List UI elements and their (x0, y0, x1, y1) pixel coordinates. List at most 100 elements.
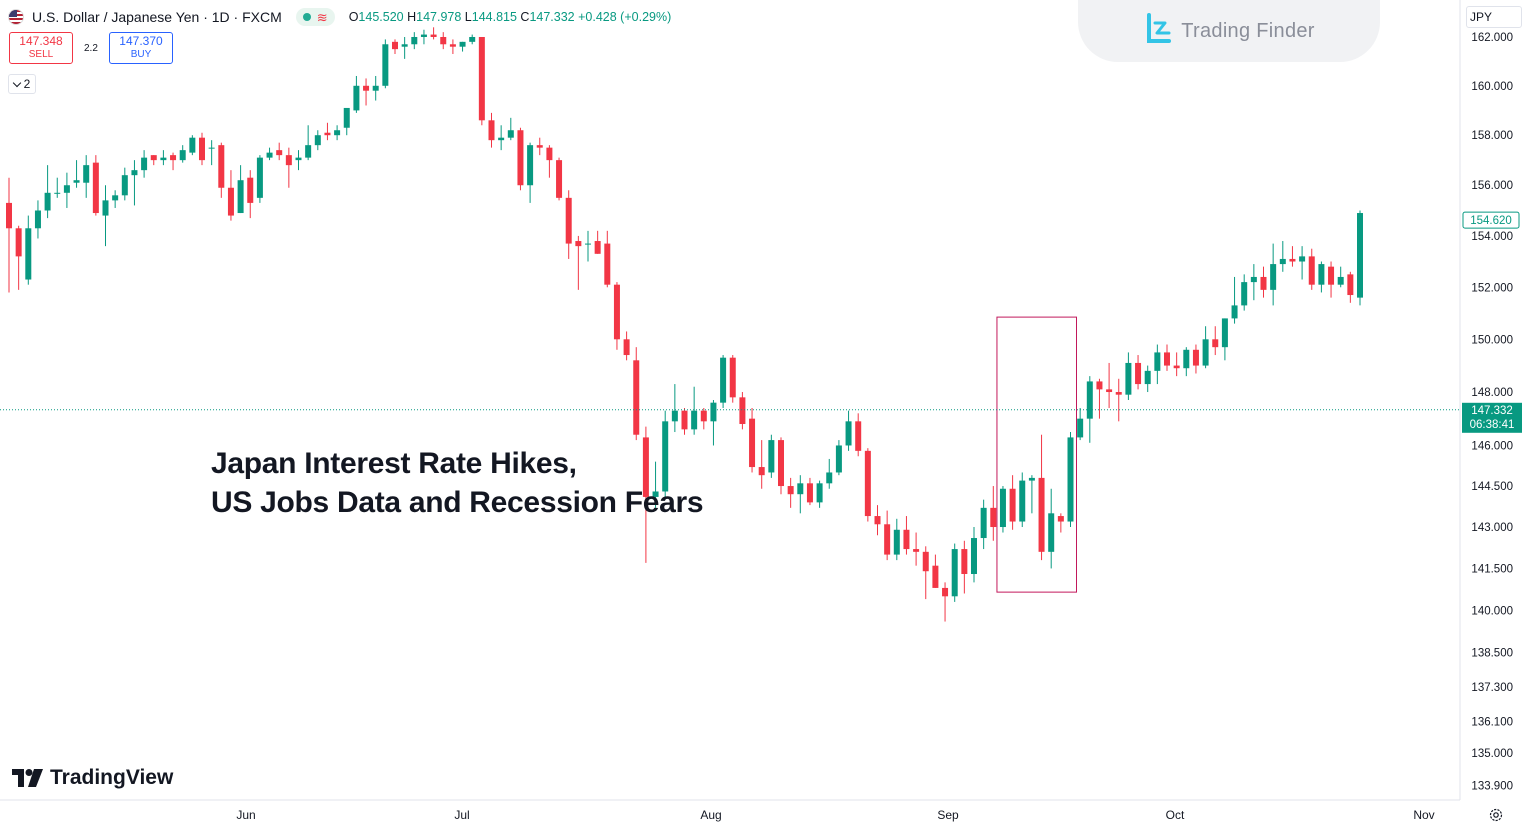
candle (1038, 434, 1045, 561)
candle (83, 155, 90, 198)
candle (932, 554, 939, 588)
candle (604, 230, 611, 288)
indicators-toggle[interactable]: 2 (8, 74, 36, 94)
candle (160, 150, 167, 166)
candle (449, 39, 456, 54)
candle (266, 147, 273, 161)
candle (1144, 365, 1151, 393)
candle (961, 540, 968, 594)
y-tick-label: 156.000 (1471, 180, 1513, 192)
candle (324, 122, 331, 141)
candle (1289, 246, 1296, 267)
candle (1135, 355, 1142, 390)
candle (382, 39, 389, 89)
candle (459, 41, 466, 52)
annotation-line-2: US Jobs Data and Recession Fears (211, 486, 704, 519)
y-tick-label: 162.000 (1471, 32, 1513, 44)
open-value: 145.520 (358, 10, 404, 24)
candle (1057, 513, 1064, 533)
candle (700, 407, 707, 430)
candle (179, 145, 186, 163)
candle (34, 200, 41, 239)
last-price-label: 147.332 06:38:41 (1462, 402, 1522, 433)
candle (517, 127, 524, 191)
candle (1202, 326, 1209, 369)
candle (913, 532, 920, 566)
candle (420, 29, 427, 45)
candle (1028, 475, 1035, 514)
candle (170, 152, 177, 171)
candle (720, 355, 727, 408)
last-price-countdown: 06:38:41 (1470, 419, 1515, 431)
x-tick-label: Nov (1413, 808, 1434, 822)
candle (787, 477, 794, 508)
candle (1096, 378, 1103, 419)
candle (353, 75, 360, 113)
candle (758, 440, 765, 489)
symbol-title[interactable]: U.S. Dollar / Japanese Yen · 1D · FXCM (32, 9, 282, 25)
candle (121, 167, 128, 201)
gear-icon[interactable] (1488, 807, 1504, 823)
y-tick-label: 158.000 (1471, 130, 1513, 142)
y-tick-label: 160.000 (1471, 81, 1513, 93)
candle (15, 225, 22, 290)
currency-select[interactable]: JPY (1466, 6, 1522, 28)
market-open-icon (302, 13, 311, 21)
y-tick-label: 137.300 (1471, 682, 1513, 694)
brand-text: TradingView (50, 766, 174, 789)
candle (652, 461, 659, 508)
candle (498, 125, 505, 151)
close-label: C (520, 10, 530, 24)
candle (44, 165, 51, 219)
candle (536, 137, 543, 156)
low-label: L (464, 10, 472, 24)
market-status[interactable]: ≋ (295, 8, 335, 26)
candle (25, 215, 32, 285)
symbol-header: U.S. Dollar / Japanese Yen · 1D · FXCM ≋… (8, 6, 671, 28)
candle (1328, 261, 1335, 298)
wave-icon: ≋ (316, 9, 328, 25)
buy-price: 147.370 (119, 34, 163, 48)
candle (710, 399, 717, 446)
candle (73, 160, 80, 188)
candle (1192, 344, 1199, 374)
candle (430, 27, 437, 40)
indicator-count: 2 (23, 77, 31, 91)
candle (1067, 432, 1074, 528)
buy-button[interactable]: 147.370 BUY (109, 32, 173, 64)
last-price-value: 147.332 (1471, 405, 1513, 417)
candle (864, 448, 871, 522)
ohlc-values: O145.520 H147.978 L144.815 C147.332 +0.4… (349, 10, 672, 24)
y-tick-label: 146.000 (1471, 440, 1513, 452)
candle (942, 582, 949, 622)
candle (150, 155, 157, 166)
candle (112, 190, 119, 208)
candle (1318, 261, 1325, 293)
candle (189, 135, 196, 156)
highlight-box (996, 316, 1078, 593)
currency-label: JPY (1470, 10, 1493, 24)
candle (285, 147, 292, 188)
candle (314, 130, 321, 151)
candle (633, 347, 640, 441)
candle (54, 177, 61, 198)
candle (1260, 266, 1267, 298)
high-value: 147.978 (416, 10, 462, 24)
y-tick-label: 138.500 (1471, 648, 1513, 660)
spread-value: 2.2 (84, 43, 98, 54)
trading-finder-logo-icon (1147, 13, 1172, 43)
candle (102, 185, 109, 247)
candle (199, 132, 205, 166)
candle (971, 527, 977, 583)
candle (1347, 271, 1354, 303)
candle (1279, 241, 1286, 272)
candle (141, 150, 148, 178)
tradingview-brand[interactable]: TradingView (12, 766, 173, 790)
watermark-text: Trading Finder (1181, 19, 1315, 42)
chart-annotation: Japan Interest Rate Hikes, US Jobs Data … (211, 444, 704, 522)
candle (768, 434, 775, 478)
sell-button[interactable]: 147.348 SELL (9, 32, 73, 64)
candle (884, 510, 891, 561)
candle (527, 142, 534, 203)
